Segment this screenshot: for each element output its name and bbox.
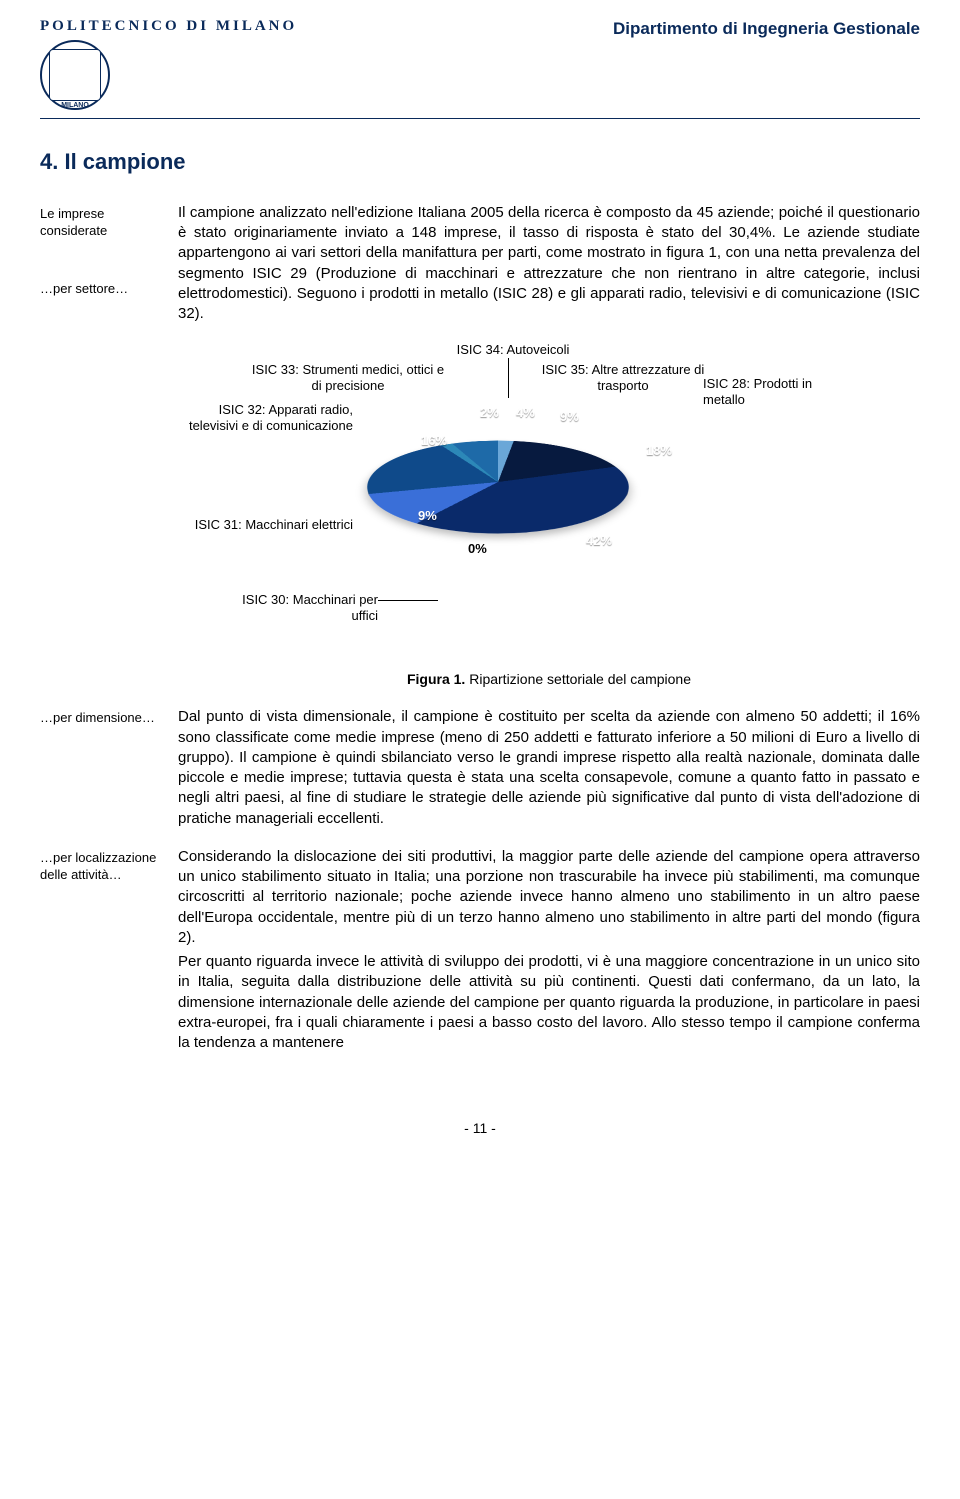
pct-isic31: 9% [418,507,437,525]
paragraph-text: Dal punto di vista dimensionale, il camp… [178,707,920,829]
paragraph-body: Il campione analizzato nell'edizione Ita… [178,203,920,689]
sidenote-imprese: Le imprese considerate [40,205,160,240]
paragraph-body: Dal punto di vista dimensionale, il camp… [178,707,920,829]
chart-label-isic33: ISIC 33: Strumenti medici, ottici e di p… [248,362,448,393]
sidenote-localizzazione: …per localizzazione delle attività… [40,849,160,884]
chart-label-isic31: ISIC 31: Macchinari elettrici [178,517,353,533]
page-header: POLITECNICO DI MILANO MILANO Dipartiment… [0,0,960,118]
sidenote-dimensione: …per dimensione… [40,709,160,727]
page-number: - 11 - [0,1101,960,1162]
pct-isic34: 4% [516,404,535,422]
sidenote-col: …per localizzazione delle attività… [40,847,160,1054]
paragraph-row: Le imprese considerate …per settore… Il … [40,203,920,689]
pct-isic33: 2% [480,404,499,422]
chart-label-isic35: ISIC 35: Altre attrezzature di trasporto [538,362,708,393]
chart-label-isic29-inner: ISIC 29: Altri macchinari e attrezzature [518,560,728,591]
university-name: POLITECNICO DI MILANO [40,16,297,36]
section-title: 4. Il campione [40,147,920,177]
header-left: POLITECNICO DI MILANO MILANO [40,16,297,110]
sidenote-col: Le imprese considerate …per settore… [40,203,160,689]
paragraph-text: Considerando la dislocazione dei siti pr… [178,847,920,948]
pct-isic30: 0% [468,540,487,558]
pie-disk [352,441,644,534]
pct-isic35: 9% [560,408,579,426]
figure-caption-bold: Figura 1. [407,671,465,687]
leader-line [378,600,438,601]
chart-label-isic28: ISIC 28: Prodotti in metallo [703,376,813,407]
page-content: Le imprese considerate …per settore… Il … [0,203,960,1101]
pie-chart: ISIC 34: Autoveicoli ISIC 33: Strumenti … [178,342,798,662]
figure-caption-rest: Ripartizione settoriale del campione [465,671,691,687]
polimi-logo-icon: MILANO [40,40,110,110]
chart-label-isic30: ISIC 30: Macchinari per uffici [218,592,378,623]
pct-isic28: 18% [646,442,672,460]
pct-isic29: 42% [586,532,612,550]
paragraph-body: Considerando la dislocazione dei siti pr… [178,847,920,1054]
sidenote-settore: …per settore… [40,280,160,298]
department-name: Dipartimento di Ingegneria Gestionale [613,16,920,41]
paragraph-text: Per quanto riguarda invece le attività d… [178,952,920,1053]
figure-caption: Figura 1. Ripartizione settoriale del ca… [178,670,920,689]
paragraph-row: …per localizzazione delle attività… Cons… [40,847,920,1054]
leader-line [508,358,509,398]
chart-label-isic34: ISIC 34: Autoveicoli [433,342,593,358]
paragraph-row: …per dimensione… Dal punto di vista dime… [40,707,920,829]
header-rule [40,118,920,119]
paragraph-text: Il campione analizzato nell'edizione Ita… [178,203,920,325]
pct-isic32: 16% [421,432,447,450]
logo-band-text: MILANO [42,101,108,110]
sidenote-col: …per dimensione… [40,707,160,829]
logo-wrap: MILANO [40,40,297,110]
chart-label-isic32: ISIC 32: Apparati radio, televisivi e di… [178,402,353,433]
